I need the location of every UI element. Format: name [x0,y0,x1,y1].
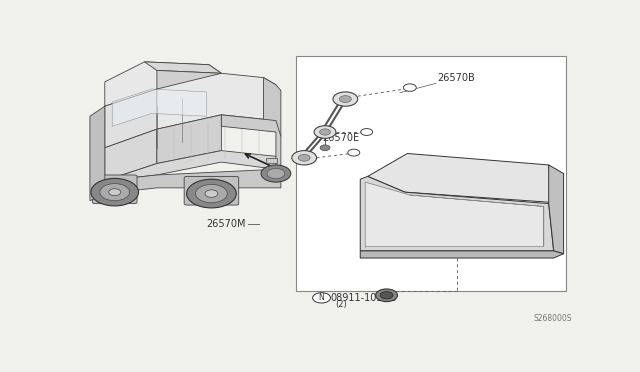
Circle shape [267,169,285,179]
Text: 26570M: 26570M [207,219,246,229]
Bar [266,158,277,163]
Polygon shape [105,129,157,181]
Polygon shape [105,169,281,193]
Polygon shape [157,73,276,129]
FancyBboxPatch shape [92,175,137,203]
Polygon shape [264,78,281,136]
FancyBboxPatch shape [184,176,239,205]
Polygon shape [548,165,564,254]
Circle shape [319,129,330,135]
Circle shape [187,179,236,208]
Circle shape [339,96,351,103]
Polygon shape [367,154,554,202]
Text: 26570B: 26570B [437,73,475,83]
Polygon shape [112,89,207,126]
Circle shape [403,84,416,92]
Polygon shape [360,251,564,258]
Circle shape [376,289,397,302]
Polygon shape [221,115,281,169]
Bar [296,56,566,291]
Circle shape [109,189,121,196]
Text: N: N [319,294,324,302]
Text: (2): (2) [335,300,348,309]
Circle shape [333,92,358,106]
Text: 08911-1052G: 08911-1052G [330,293,397,303]
Polygon shape [105,62,221,106]
Polygon shape [105,89,219,148]
Circle shape [361,129,372,135]
Circle shape [348,149,360,156]
Circle shape [196,185,227,203]
Polygon shape [365,182,544,247]
Polygon shape [90,106,105,201]
Text: 26570E: 26570E [322,133,359,143]
Circle shape [314,126,336,138]
Polygon shape [145,62,221,73]
Circle shape [100,183,129,201]
Circle shape [292,151,317,165]
Circle shape [91,179,138,206]
Polygon shape [410,195,544,247]
Circle shape [205,190,218,197]
Text: S268000S: S268000S [534,314,572,323]
Circle shape [320,145,330,151]
Polygon shape [157,115,221,164]
Circle shape [261,165,291,182]
Polygon shape [360,176,554,251]
Circle shape [380,292,393,299]
Circle shape [312,293,330,303]
Circle shape [298,154,310,161]
Polygon shape [157,70,221,108]
Polygon shape [105,151,281,181]
